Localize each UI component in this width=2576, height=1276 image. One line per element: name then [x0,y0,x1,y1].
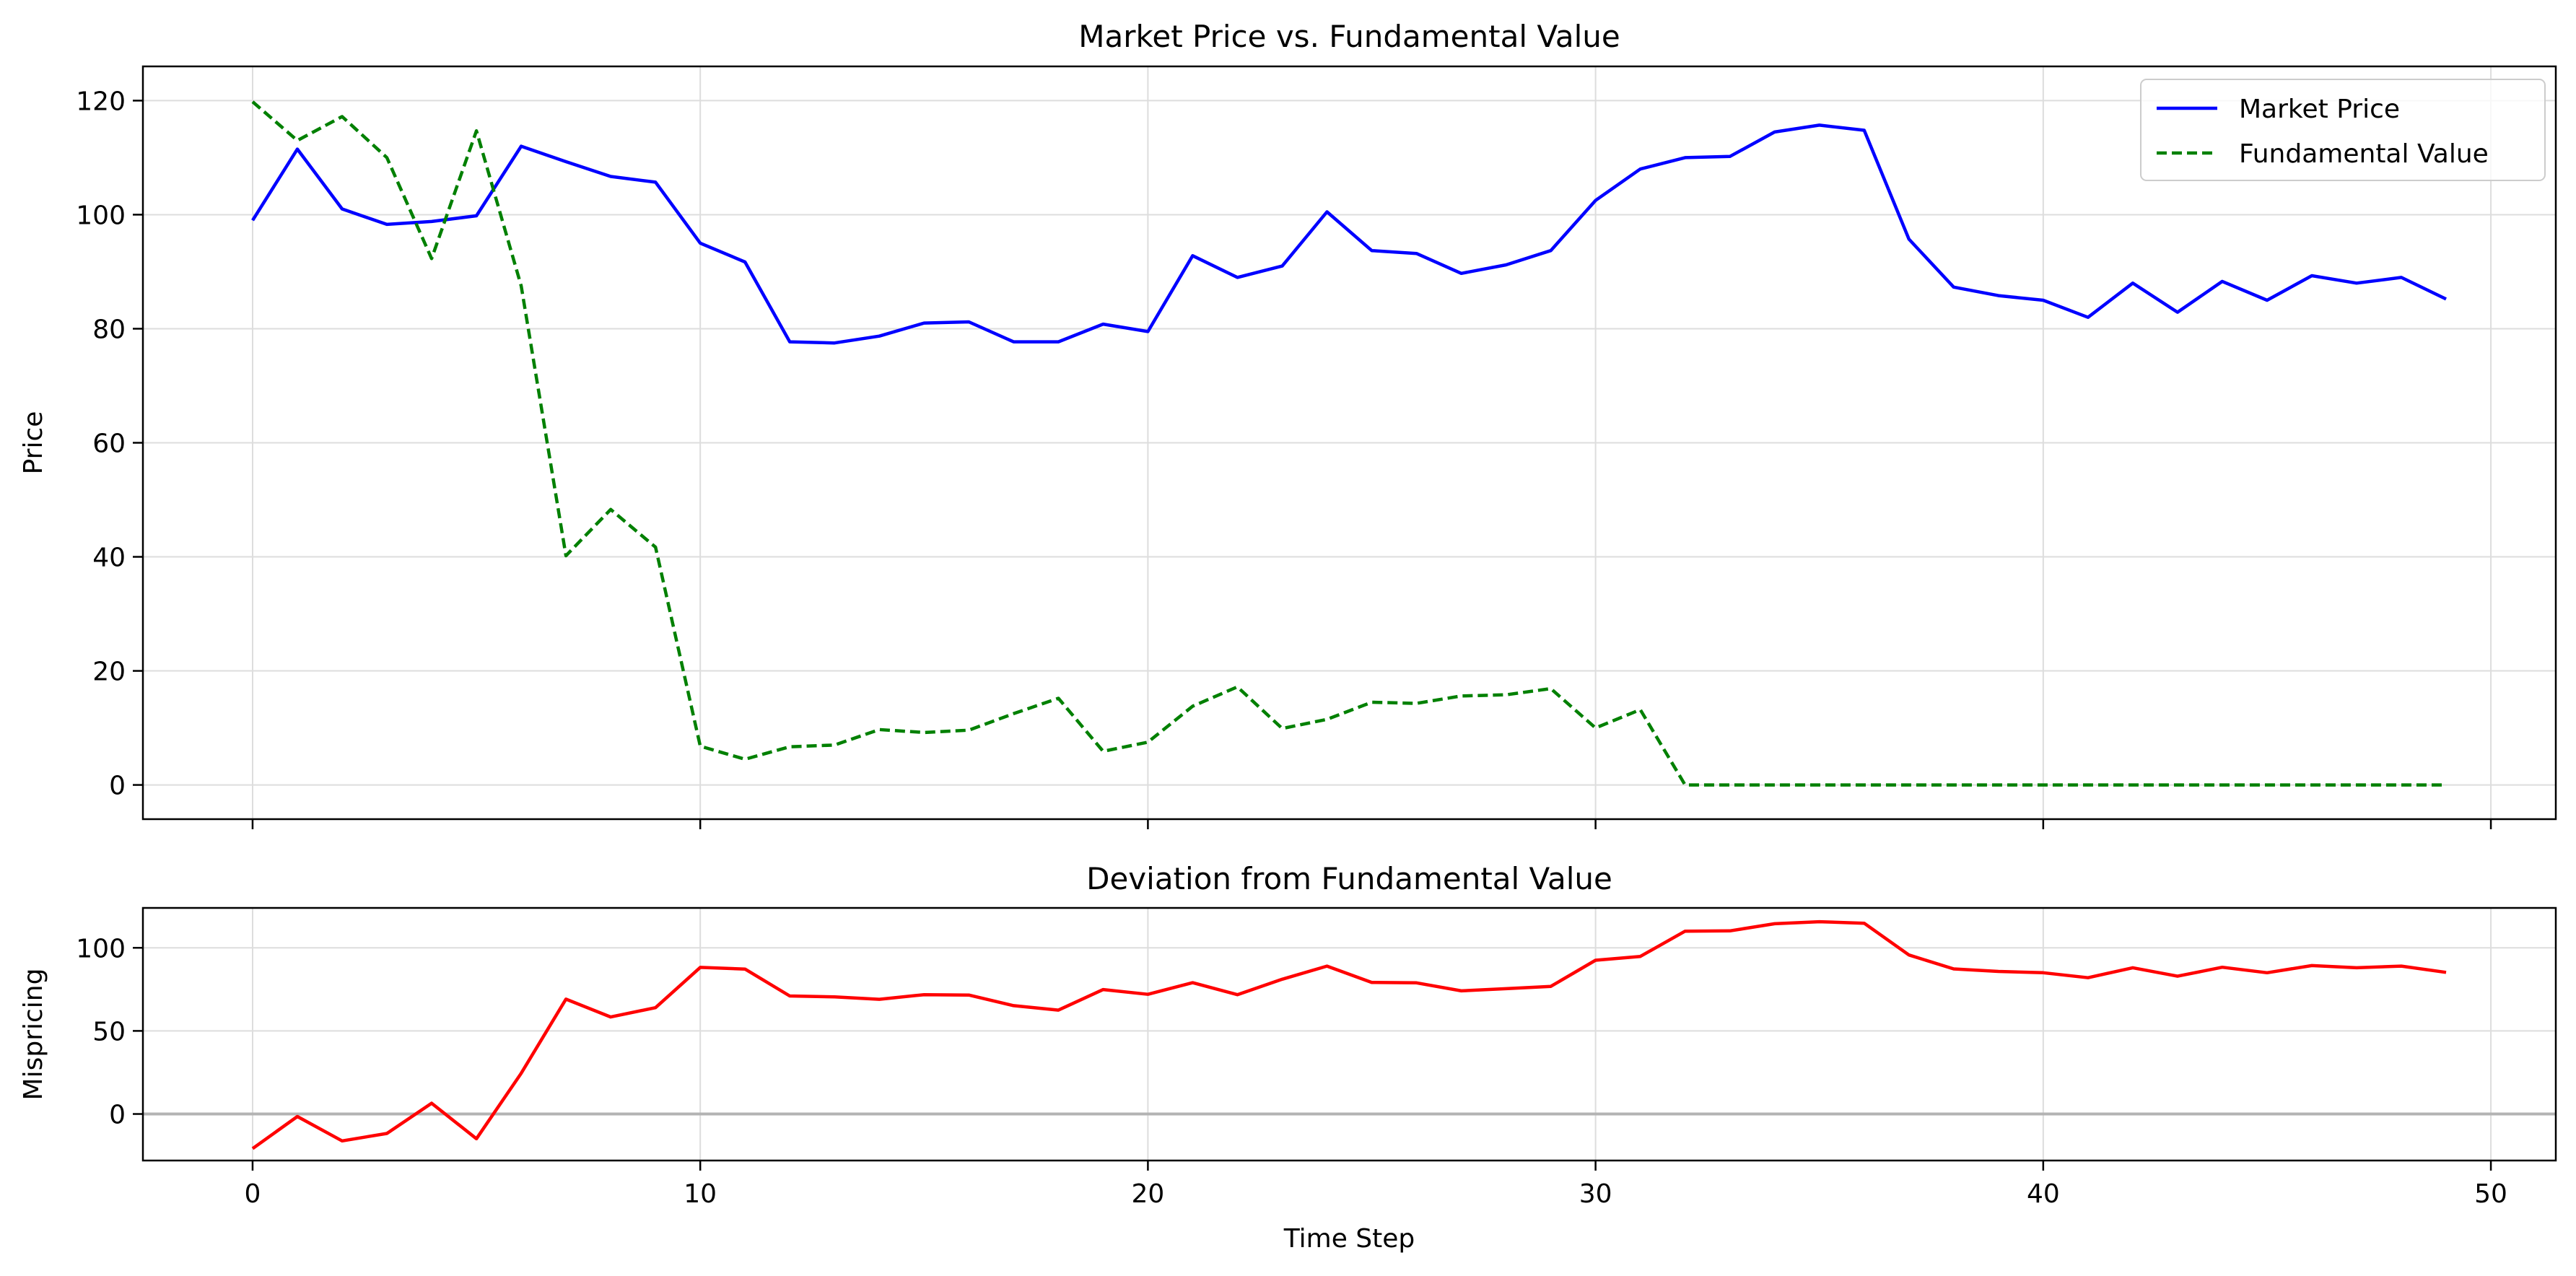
legend-box [2140,79,2546,181]
legend: Market Price Fundamental Value [2140,79,2546,181]
x-tick-label: 0 [245,1179,261,1209]
y-tick-label: 0 [109,772,126,801]
chart-title: Market Price vs. Fundamental Value [1078,19,1620,54]
y-tick-label: 0 [109,1101,126,1130]
y-tick-label: 50 [92,1017,126,1046]
y-axis-label: Price [19,411,48,475]
series-line-fundamental-value [251,100,2446,787]
y-tick-label: 100 [76,201,126,230]
plot-frame [141,906,2557,1162]
series-line-mispricing [251,919,2447,1150]
y-tick-label: 80 [92,315,126,344]
legend-label: Market Price [2239,95,2400,124]
chart-title: Deviation from Fundamental Value [1086,861,1612,896]
x-tick-label: 30 [1579,1179,1612,1209]
y-axis-label: Mispricing [19,969,48,1101]
x-axis-label: Time Step [1283,1224,1415,1254]
x-tick-label: 20 [1131,1179,1164,1209]
series-line-market-price [251,123,2447,345]
y-tick-label: 40 [92,543,126,573]
x-tick-label: 10 [684,1179,717,1209]
x-tick-label: 50 [2474,1179,2507,1209]
y-tick-label: 120 [76,87,126,116]
y-tick-label: 60 [92,429,126,459]
subplot-1: 0 20 40 60 80 100 120 Market Price vs. Fundamen… [19,19,2557,829]
x-tick-label: 40 [2027,1179,2060,1209]
y-tick-label: 20 [92,657,126,687]
y-tick-label: 100 [76,934,126,963]
subplot-2: 0 10 20 30 40 50 0 50 100 Deviation from Fundamen… [19,861,2557,1254]
legend-label: Fundamental Value [2239,139,2489,169]
